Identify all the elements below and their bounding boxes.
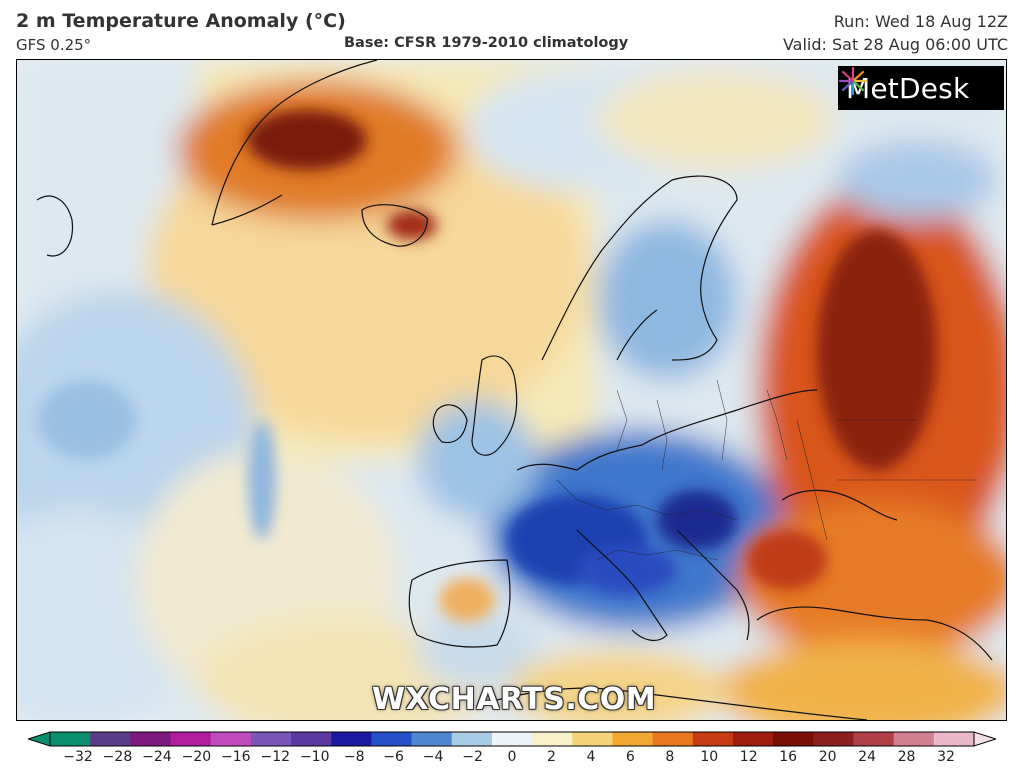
colorbar-min-arrow (28, 731, 51, 747)
colorbar-cell (893, 732, 935, 746)
colorbar-cell (612, 732, 654, 746)
colorbar-tick-label: −20 (181, 749, 212, 765)
colorbar-cell (853, 732, 895, 746)
colorbar-tick-label: 28 (897, 749, 916, 765)
colorbar-ticks: −32 −28 −24 −20 −16 −12 −10 −8 −6 −4 −2 0 2 4 6 8 10 12 16… (0, 749, 1024, 773)
colorbar-tick-label: −16 (221, 749, 251, 765)
metdesk-badge: MetDesk (838, 66, 1004, 110)
colorbar-cell (291, 732, 332, 746)
colorbar-tick-label: 32 (937, 749, 955, 765)
colorbar-cell (411, 732, 453, 746)
valid-time-label: Valid: Sat 28 Aug 06:00 UTC (782, 35, 1008, 54)
chart-title: 2 m Temperature Anomaly (°C) (16, 10, 346, 32)
colorbar-tick-label: 2 (546, 749, 556, 765)
colorbar-tick-label: −6 (383, 749, 404, 765)
colorbar-max-arrow (973, 731, 996, 747)
colorbar-tick-label: 4 (586, 749, 596, 765)
anomaly-field (17, 60, 1006, 720)
base-climatology-label: Base: CFSR 1979-2010 climatology (344, 35, 629, 51)
colorbar-tick-label: −4 (422, 749, 444, 765)
colorbar-tick-label: −24 (142, 749, 172, 765)
colorbar-cell (732, 732, 774, 746)
colorbar-cells (50, 732, 975, 746)
run-time-label: Run: Wed 18 Aug 12Z (833, 12, 1008, 31)
colorbar-cell (170, 732, 212, 746)
colorbar-cell (491, 732, 533, 746)
colorbar-cell (933, 732, 975, 746)
colorbar-cell (331, 732, 372, 746)
colorbar-tick-label: 0 (507, 749, 517, 765)
colorbar-tick-label: −8 (343, 749, 365, 765)
colorbar-cell (692, 732, 734, 746)
colorbar-cell (813, 732, 855, 746)
colorbar-tick-label: −28 (102, 749, 133, 765)
colorbar-cell (50, 732, 91, 746)
colorbar-cell (130, 732, 172, 746)
colorbar-tick-label: 6 (625, 749, 635, 765)
colorbar-cell (532, 732, 573, 746)
metdesk-brand-text: MetDesk (846, 71, 970, 105)
colorbar-cell (90, 732, 131, 746)
colorbar-tick-label: 24 (858, 749, 876, 765)
colorbar-cell (371, 732, 413, 746)
colorbar-cell (250, 732, 292, 746)
colorbar-tick-label: 20 (818, 749, 837, 765)
colorbar-cell (451, 732, 493, 746)
colorbar-cell (652, 732, 694, 746)
anomaly-map[interactable]: MetDesk (16, 59, 1007, 721)
colorbar-cell (773, 732, 814, 746)
wxcharts-watermark: WXCHARTS.COM (372, 682, 657, 717)
metdesk-logo-icon (838, 66, 868, 96)
colorbar-tick-label: −32 (63, 749, 93, 765)
colorbar-tick-label: 12 (739, 749, 758, 765)
model-label: GFS 0.25° (16, 36, 92, 54)
colorbar-cell (572, 732, 614, 746)
colorbar-cell (210, 732, 252, 746)
colorbar-tick-label: 16 (779, 749, 798, 765)
colorbar-tick-label: −10 (299, 749, 330, 765)
colorbar-tick-label: 8 (665, 749, 675, 765)
colorbar-tick-label: 10 (700, 749, 719, 765)
colorbar (28, 731, 996, 747)
colorbar-tick-label: −2 (462, 749, 483, 765)
colorbar-frame (49, 731, 975, 747)
colorbar-tick-label: −12 (260, 749, 291, 765)
